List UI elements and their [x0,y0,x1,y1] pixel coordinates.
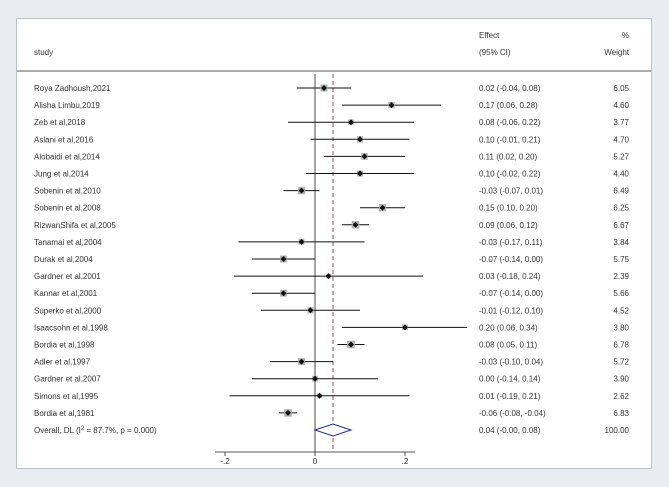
point-estimate [388,102,395,109]
study-label: Roya Zadhoush,2021 [34,84,111,93]
study-label: Sobenin et al,2010 [34,187,101,196]
weight-value: 3.90 [613,375,629,384]
ci-value: 0.10 (-0.01, 0.21) [479,135,541,144]
study-label: Bordia et al,1998 [34,341,95,350]
point-estimate [298,187,305,194]
point-estimate [280,256,287,262]
study-label: Durak et al,2004 [34,255,93,264]
point-estimate [357,170,363,177]
study-label: Sobenin et al,2008 [34,204,101,213]
ci-value: -0.07 (-0.14, 0.00) [479,255,543,264]
ci-value: 0.00 (-0.14, 0.14) [479,375,541,384]
weight-value: 6.83 [613,409,629,418]
weight-value: 6.25 [613,204,629,213]
study-rows: Roya Zadhoush,2021 0.02 (-0.04, 0.08) 6.05… [34,74,630,466]
ci-value: 0.08 (-0.06, 0.22) [479,118,541,127]
weight-value: 6.67 [613,221,629,230]
point-estimate [348,341,354,348]
ci-value: 0.03 (-0.18, 0.24) [479,272,541,281]
overall-label: Overall, DL (I2 = 87.7%, p = 0.000) [34,426,157,435]
weight-value: 2.39 [613,272,629,281]
study-label: Simons et al,1995 [34,392,99,401]
weight-value: 5.27 [613,152,629,161]
percent-column-header: % [622,31,629,40]
ci-value: 0.09 (0.06, 0.12) [479,221,538,230]
ci-column-header: (95% CI) [479,48,511,57]
ci-value: 0.02 (-0.04, 0.08) [479,84,541,93]
study-label: Adler et al,1997 [34,358,91,367]
point-estimate [379,204,386,211]
point-estimate [298,358,305,365]
point-estimate [348,119,354,126]
point-estimate [357,136,363,143]
weight-value: 2.62 [613,392,629,401]
study-label: Gardner et al,2001 [34,272,101,281]
weight-value: 5.75 [613,255,629,264]
overall-diamond [313,423,353,437]
effect-column-header: Effect [479,31,500,40]
overall-ci-value: 0.04 (-0.00, 0.08) [479,426,541,435]
weight-value: 4.52 [613,306,629,315]
study-label: Kannar et al,2001 [34,289,98,298]
x-tick-label: -.2 [220,457,230,466]
point-estimate [316,392,323,399]
weight-value: 3.77 [613,118,629,127]
x-tick-label: 0 [313,457,318,466]
study-label: Bordia et al,1981 [34,409,95,418]
ci-value: 0.01 (-0.19, 0.21) [479,392,541,401]
point-estimate [325,273,332,280]
ci-value: 0.20 (0.06, 0.34) [479,323,538,332]
plot-panel: study Effect (95% CI) % Weight Roya Zadh… [16,18,652,469]
point-estimate [321,85,327,91]
study-column-header: study [34,48,53,57]
ci-value: 0.08 (0.05, 0.11) [479,341,537,350]
ci-value: -0.01 (-0.12, 0.10) [479,306,543,315]
point-estimate [285,409,291,416]
weight-value: 3.84 [613,238,629,247]
point-estimate [298,238,305,245]
ci-value: 0.15 (0.10, 0.20) [479,204,538,213]
ci-value: 0.10 (-0.02, 0.22) [479,170,541,179]
study-label: Zeb et al,2018 [34,118,86,127]
study-label: Alisha Limbu,2019 [34,101,100,110]
weight-value: 4.40 [613,170,629,179]
weight-value: 3.80 [613,323,629,332]
weight-value: 4.70 [613,135,629,144]
study-label: Tanamai et al,2004 [34,238,102,247]
x-tick-label: .2 [402,457,409,466]
ci-value: -0.03 (-0.07, 0.01) [479,187,543,196]
study-label: RizwanShifa et al,2005 [34,221,116,230]
point-estimate [280,290,287,297]
point-estimate [307,307,314,314]
ci-value: -0.07 (-0.14, 0.00) [479,289,543,298]
study-label: Jung et al,2014 [34,170,89,179]
point-estimate [352,221,359,228]
point-estimate [312,375,318,382]
weight-value: 5.72 [613,358,629,367]
ci-value: -0.03 (-0.17, 0.11) [479,238,543,247]
ci-value: 0.17 (0.06, 0.28) [479,101,538,110]
weight-value: 5.66 [613,289,629,298]
ci-value: -0.06 (-0.08, -0.04) [479,409,546,418]
point-estimate [361,153,368,160]
study-label: Isaacsohn et al,1998 [34,323,108,332]
weight-column-header: Weight [604,48,630,57]
ci-value: -0.03 (-0.10, 0.04) [479,358,543,367]
weight-value: 4.60 [613,101,629,110]
study-label: Gardner et al,2007 [34,375,101,384]
weight-value: 6.49 [613,187,629,196]
study-label: Alobaidi et al,2014 [34,152,100,161]
forest-plot: study Effect (95% CI) % Weight Roya Zadh… [17,31,651,466]
study-label: Aslani et al,2016 [34,135,94,144]
point-estimate [402,324,408,331]
overall-weight-value: 100.00 [605,426,630,435]
weight-value: 6.05 [613,84,629,93]
study-label: Superko et al,2000 [34,306,102,315]
ci-value: 0.11 (0.02, 0.20) [479,152,537,161]
weight-value: 6.78 [613,341,629,350]
